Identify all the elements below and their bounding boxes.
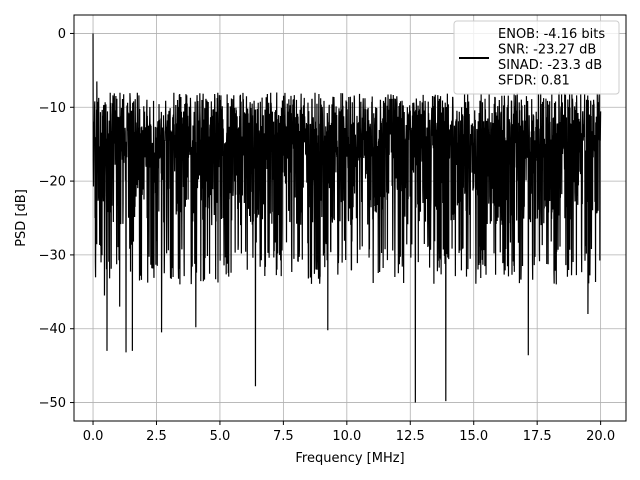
x-tick-label: 5.0: [210, 429, 231, 444]
y-axis-ticks: 0 −10 −20 −30 −40 −50: [39, 27, 74, 411]
x-axis-ticks: 0.0 2.5 5.0 7.5 10.0 12.5 15.0 17.5 20.0: [83, 421, 615, 444]
axes-frame: [73, 14, 627, 422]
x-tick-label: 12.5: [396, 429, 425, 444]
x-tick-label: 0.0: [83, 429, 104, 444]
psd-series-line: [92, 33, 602, 403]
legend-entry-label: ENOB: -4.16 bits SNR: -23.27 dB SINAD: -23…: [498, 27, 605, 89]
plot-area: [92, 33, 602, 403]
legend-entry-line: SINAD: -23.3 dB: [498, 58, 602, 73]
y-axis-label: PSD [dB]: [14, 189, 29, 247]
x-tick-label: 10.0: [332, 429, 361, 444]
y-tick-label: −20: [39, 175, 66, 190]
x-tick-label: 20.0: [586, 429, 615, 444]
y-tick-label: −10: [39, 101, 66, 116]
legend: ENOB: -4.16 bits SNR: -23.27 dB SINAD: -23…: [453, 20, 620, 95]
x-tick-label: 7.5: [273, 429, 294, 444]
legend-entry-line: SFDR: 0.81: [498, 74, 570, 89]
legend-entry-line: ENOB: -4.16 bits: [498, 27, 605, 42]
legend-box: [453, 20, 620, 95]
y-tick-label: −50: [39, 396, 66, 411]
x-tick-label: 17.5: [523, 429, 552, 444]
y-tick-label: −40: [39, 322, 66, 337]
x-tick-label: 2.5: [146, 429, 167, 444]
y-tick-label: 0: [58, 27, 66, 42]
y-tick-label: −30: [39, 248, 66, 263]
legend-entry-line: SNR: -23.27 dB: [498, 43, 596, 58]
x-axis-label: Frequency [MHz]: [295, 451, 404, 466]
x-tick-label: 15.0: [459, 429, 488, 444]
